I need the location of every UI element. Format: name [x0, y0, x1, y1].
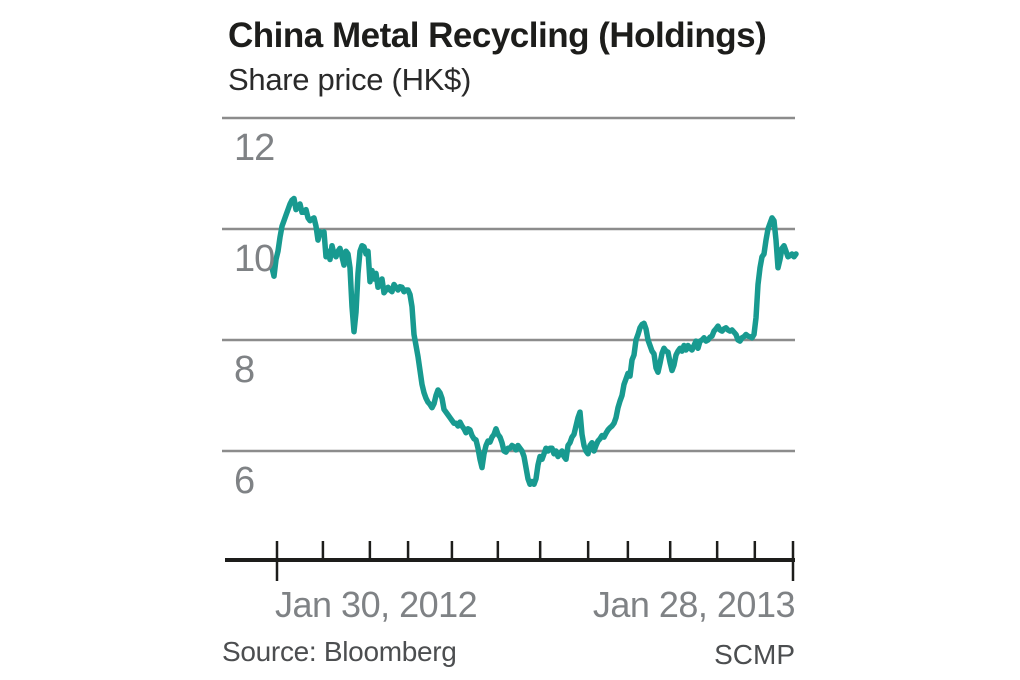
source-attribution: Source: Bloomberg — [222, 636, 457, 667]
share-price-line — [269, 195, 799, 488]
credit-label: SCMP — [714, 639, 795, 670]
chart-subtitle: Share price (HK$) — [228, 62, 471, 97]
y-axis-label: 6 — [234, 460, 255, 502]
y-axis-label: 10 — [234, 238, 275, 280]
chart-title: China Metal Recycling (Holdings) — [228, 16, 767, 55]
x-axis-label-start: Jan 30, 2012 — [275, 584, 478, 625]
y-axis-label: 12 — [234, 127, 275, 169]
y-axis-label: 8 — [234, 349, 255, 391]
x-axis-label-end: Jan 28, 2013 — [592, 584, 796, 625]
